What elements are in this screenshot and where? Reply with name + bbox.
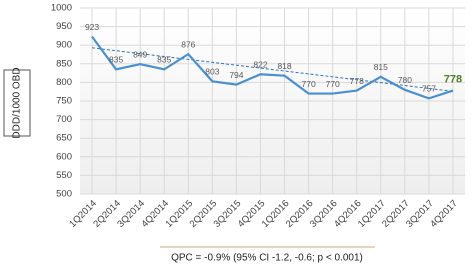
value-label: 803 (205, 67, 219, 77)
y-label-box (3, 69, 31, 137)
y-tick-label: 600 (56, 151, 72, 162)
y-tick-label: 700 (56, 114, 72, 125)
y-tick-label: 550 (56, 170, 72, 181)
value-label: 794 (229, 70, 243, 80)
y-tick-label: 950 (56, 21, 72, 32)
y-tick-label: 1000 (51, 3, 72, 14)
value-label: 815 (374, 62, 388, 72)
value-label: 876 (181, 39, 195, 49)
y-tick-label: 650 (56, 133, 72, 144)
y-tick-label: 800 (56, 77, 72, 88)
data-line (91, 35, 454, 100)
value-label: 923 (85, 22, 99, 32)
y-tick-label: 500 (56, 189, 72, 200)
value-label: 835 (109, 55, 123, 65)
value-label: 818 (277, 61, 291, 71)
y-axis-label: DDD/1000 OBD (12, 67, 23, 138)
annotation: QPC = -0.9% (95% CI -1.2, -0.6; p < 0.00… (171, 253, 363, 264)
value-label: 778 (444, 73, 462, 85)
y-tick-label: 850 (56, 58, 72, 69)
value-label: 770 (326, 79, 340, 89)
x-tick-label: 4Q2017 (428, 198, 460, 230)
value-label: 849 (133, 49, 147, 59)
value-label: 780 (398, 75, 412, 85)
value-label: 835 (157, 55, 171, 65)
value-label: 822 (253, 59, 267, 69)
value-label: 757 (422, 84, 436, 94)
y-tick-label: 750 (56, 96, 72, 107)
value-label: 770 (302, 79, 316, 89)
y-tick-label: 900 (56, 40, 72, 51)
value-label: 778 (350, 76, 364, 86)
